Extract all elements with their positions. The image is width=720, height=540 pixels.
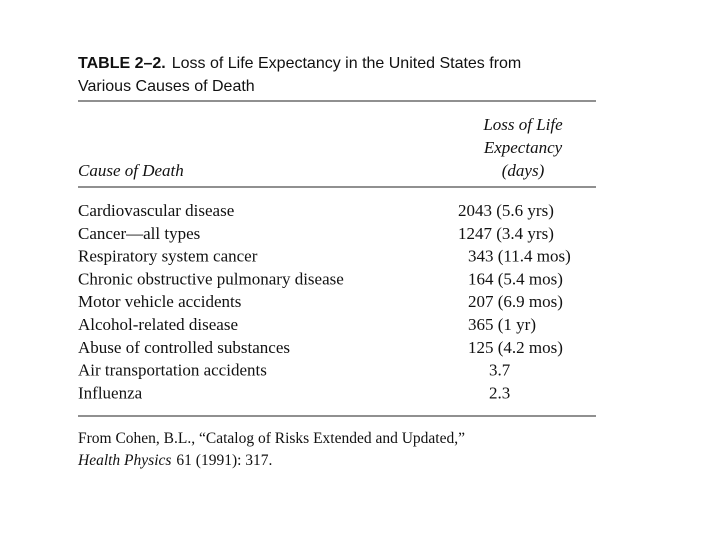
column-header: Loss of Life	[482, 115, 563, 134]
citation: 61 (1991): 317.	[176, 452, 272, 469]
cause-cell: Respiratory system cancer	[78, 247, 258, 266]
value-cell: 2043 (5.6 yrs)	[458, 201, 554, 220]
cause-cell: Cancer—all types	[78, 224, 200, 243]
value-cell: 2.3	[489, 383, 510, 402]
value-cell: 365 (1 yr)	[468, 315, 536, 334]
source-note: Health Physics 61 (1991): 317.	[77, 452, 272, 469]
value-cell: 3.7	[489, 361, 511, 380]
cause-cell: Chronic obstructive pulmonary disease	[78, 269, 344, 288]
value-cell: 343 (11.4 mos)	[468, 247, 571, 266]
value-cell: 125 (4.2 mos)	[468, 338, 563, 357]
value-cell: 164 (5.4 mos)	[468, 269, 563, 288]
cause-cell: Air transportation accidents	[78, 361, 267, 380]
column-header: Expectancy	[483, 138, 563, 157]
table-label: TABLE 2–2.	[78, 55, 166, 72]
title-line: Loss of Life Expectancy in the United St…	[172, 55, 522, 72]
value-cell: 1247 (3.4 yrs)	[458, 224, 554, 243]
column-header: (days)	[502, 161, 545, 180]
journal: Health Physics	[77, 452, 171, 469]
source-note: From Cohen, B.L., “Catalog of Risks Exte…	[78, 430, 465, 447]
value-cell: 207 (6.9 mos)	[468, 292, 563, 311]
cause-cell: Influenza	[78, 383, 143, 402]
cause-cell: Alcohol-related disease	[78, 315, 238, 334]
cause-cell: Abuse of controlled substances	[78, 338, 290, 357]
column-header: Cause of Death	[78, 161, 184, 180]
title-line: Various Causes of Death	[78, 78, 255, 95]
table-body: Cardiovascular disease 2043 (5.6 yrs) Canc…	[78, 201, 571, 402]
cause-cell: Motor vehicle accidents	[78, 292, 241, 311]
cause-cell: Cardiovascular disease	[78, 201, 234, 220]
table-title: TABLE 2–2. Loss of Life Expectancy in the…	[78, 55, 521, 72]
